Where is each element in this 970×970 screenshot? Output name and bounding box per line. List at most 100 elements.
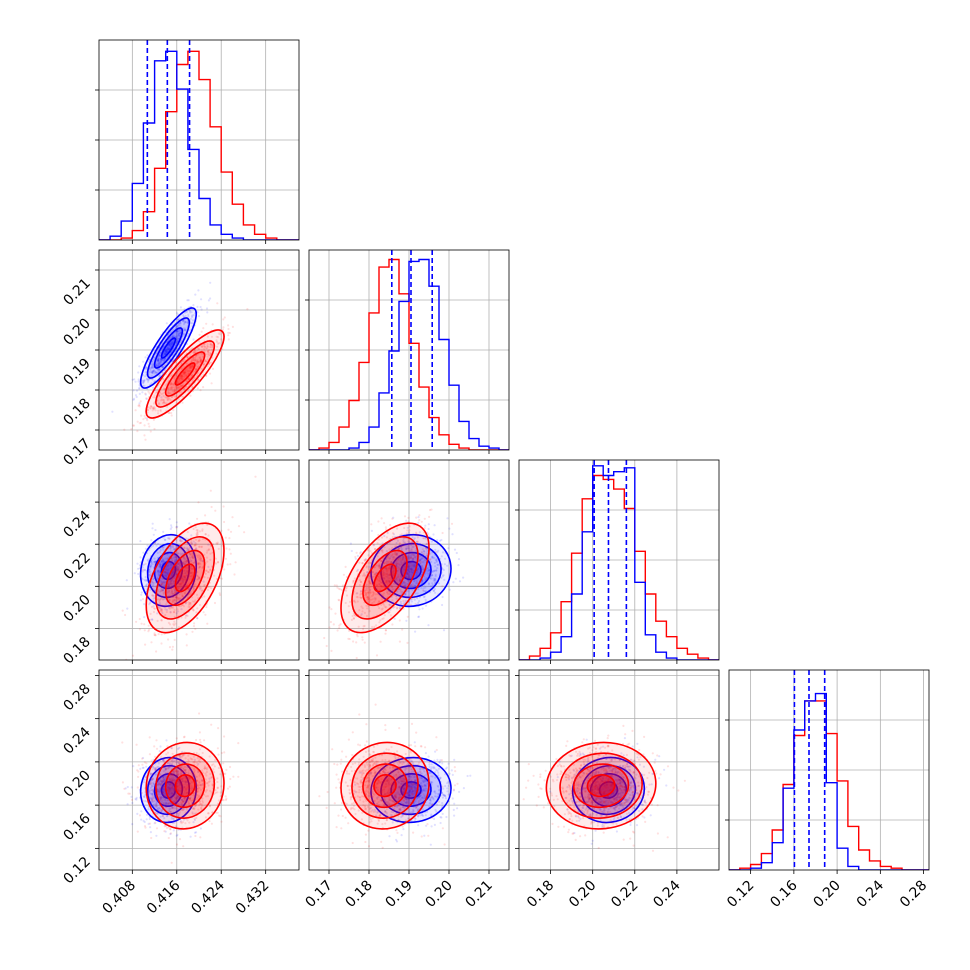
scatter-point [173, 592, 176, 595]
scatter-point [404, 593, 407, 596]
scatter-point [419, 562, 422, 565]
scatter-point [154, 528, 157, 532]
scatter-point [401, 544, 404, 548]
scatter-point [385, 606, 388, 609]
scatter-point [397, 567, 400, 570]
scatter-point [195, 547, 198, 551]
scatter-point [204, 514, 207, 517]
scatter-point [196, 379, 199, 382]
scatter-point [159, 597, 162, 601]
scatter-point [166, 762, 169, 765]
scatter-point [421, 589, 425, 592]
scatter-point [131, 378, 134, 381]
scatter-point [413, 553, 416, 557]
scatter-point [150, 785, 153, 788]
scatter-point [182, 320, 185, 323]
scatter-point [172, 611, 175, 614]
scatter-point [417, 601, 420, 605]
scatter-point [174, 556, 177, 560]
scatter-point [180, 373, 183, 377]
scatter-point [407, 531, 410, 534]
scatter-point [209, 297, 212, 300]
scatter-point [167, 802, 171, 805]
scatter-point [149, 826, 152, 829]
scatter-point [216, 542, 219, 546]
scatter-point [170, 387, 173, 390]
scatter-point [146, 544, 149, 547]
scatter-point [195, 532, 198, 536]
scatter-point [409, 565, 412, 568]
scatter-point [355, 656, 358, 660]
scatter-point [366, 596, 369, 599]
scatter-point [198, 356, 201, 359]
scatter-point [167, 348, 171, 351]
scatter-point [187, 570, 190, 573]
scatter-point [209, 352, 212, 355]
scatter-point [200, 349, 203, 352]
scatter-point [358, 561, 361, 564]
scatter-point [185, 567, 188, 570]
scatter-point [184, 780, 187, 783]
scatter-point [167, 567, 170, 571]
scatter-point [187, 315, 190, 318]
scatter-point [159, 408, 162, 412]
scatter-point [142, 379, 145, 382]
density-fill [373, 564, 396, 592]
scatter-point [398, 619, 401, 622]
scatter-point [137, 380, 140, 383]
scatter-point [166, 564, 169, 568]
scatter-point [210, 764, 214, 767]
scatter-point [421, 566, 424, 569]
scatter-point [407, 566, 410, 569]
scatter-point [179, 755, 182, 758]
scatter-point [163, 538, 166, 542]
scatter-point [187, 771, 190, 774]
scatter-point [160, 800, 163, 803]
scatter-point [373, 573, 376, 576]
scatter-point [157, 569, 160, 572]
scatter-point [164, 768, 167, 771]
scatter-point [173, 386, 176, 389]
scatter-point [178, 386, 181, 389]
scatter-point [171, 806, 174, 810]
scatter-point [345, 594, 349, 597]
scatter-point [151, 522, 154, 525]
scatter-point [167, 591, 170, 594]
scatter-point [182, 605, 186, 608]
scatter-point [421, 579, 424, 582]
scatter-point [361, 562, 364, 565]
scatter-point [378, 565, 381, 568]
scatter-point [189, 835, 192, 838]
scatter-point [138, 402, 141, 405]
scatter-point [154, 371, 157, 374]
scatter-point [149, 570, 152, 573]
contour-line [373, 563, 397, 593]
scatter-point [395, 541, 398, 545]
scatter-point [209, 489, 212, 492]
scatter-point [171, 595, 174, 599]
scatter-point [177, 563, 181, 566]
scatter-point [179, 597, 182, 600]
scatter-point [448, 588, 451, 591]
scatter-point [173, 615, 176, 619]
scatter-point [121, 781, 124, 784]
scatter-point [154, 803, 158, 806]
scatter-point [430, 508, 433, 511]
scatter-point [190, 575, 193, 578]
contour-line [155, 536, 216, 620]
scatter-point [168, 783, 171, 786]
scatter-point [209, 568, 212, 571]
density-fill [155, 341, 215, 408]
scatter-point [396, 562, 400, 565]
scatter-point [157, 573, 160, 576]
scatter-point [184, 328, 187, 331]
scatter-point [141, 598, 145, 601]
scatter-point [175, 759, 178, 762]
scatter-point [176, 330, 179, 333]
scatter-point [139, 599, 142, 602]
scatter-point [179, 375, 182, 378]
scatter-point [406, 583, 409, 586]
scatter-point [151, 794, 154, 797]
scatter-point [168, 807, 171, 810]
scatter-point [177, 398, 180, 401]
